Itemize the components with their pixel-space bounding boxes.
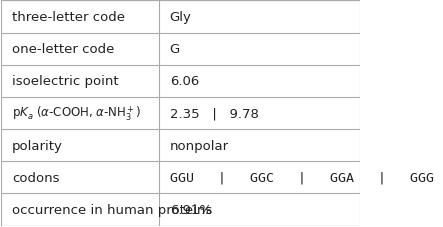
Text: Gly: Gly <box>170 11 192 24</box>
Text: polarity: polarity <box>12 139 63 152</box>
Text: 6.06: 6.06 <box>170 75 199 88</box>
Text: 2.35   |   9.78: 2.35 | 9.78 <box>170 107 259 120</box>
Text: isoelectric point: isoelectric point <box>12 75 119 88</box>
Text: occurrence in human proteins: occurrence in human proteins <box>12 203 212 216</box>
Text: codons: codons <box>12 171 60 184</box>
Text: three-letter code: three-letter code <box>12 11 125 24</box>
Text: nonpolar: nonpolar <box>170 139 229 152</box>
Text: G: G <box>170 43 180 56</box>
Text: 6.91%: 6.91% <box>170 203 212 216</box>
Text: GGU   |   GGC   |   GGA   |   GGG: GGU | GGC | GGA | GGG <box>170 171 434 184</box>
Text: one-letter code: one-letter code <box>12 43 114 56</box>
Text: p$K_a$ ($\alpha$-COOH, $\alpha$-NH$_3^+$): p$K_a$ ($\alpha$-COOH, $\alpha$-NH$_3^+$… <box>12 104 141 123</box>
